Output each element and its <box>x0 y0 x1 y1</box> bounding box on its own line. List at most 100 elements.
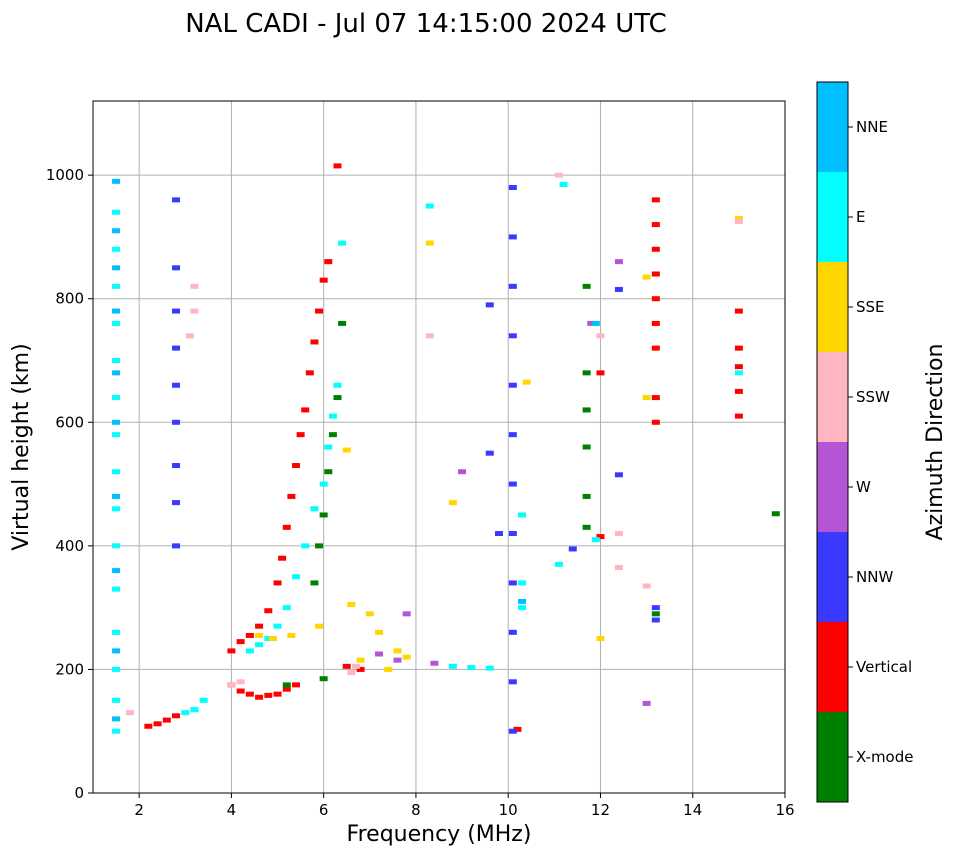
data-point <box>190 283 199 289</box>
data-point <box>305 370 314 376</box>
data-point <box>614 564 623 570</box>
data-point <box>642 700 651 706</box>
data-point <box>301 543 310 549</box>
data-point <box>485 302 494 308</box>
data-point <box>245 648 254 654</box>
data-point <box>508 283 517 289</box>
data-point <box>651 246 660 252</box>
data-point <box>338 320 347 326</box>
data-point <box>614 259 623 265</box>
y-tick-label: 400 <box>55 537 84 555</box>
data-point <box>264 692 273 698</box>
data-point <box>347 602 356 608</box>
data-point <box>734 388 743 394</box>
data-point <box>236 688 245 694</box>
data-point <box>324 259 333 265</box>
data-point <box>338 240 347 246</box>
data-point <box>112 648 121 654</box>
data-point <box>172 713 181 719</box>
colorbar-segment <box>817 82 848 172</box>
data-point <box>342 663 351 669</box>
data-point <box>112 493 121 499</box>
y-tick-label: 600 <box>55 413 84 431</box>
data-point <box>485 665 494 671</box>
data-point <box>291 682 300 688</box>
x-tick-label: 4 <box>227 801 237 819</box>
data-point <box>125 710 134 716</box>
data-point <box>734 345 743 351</box>
data-point <box>508 580 517 586</box>
data-point <box>227 648 236 654</box>
data-point <box>273 623 282 629</box>
y-tick-label: 800 <box>55 290 84 308</box>
data-point <box>494 531 503 536</box>
colorbar-label: W <box>856 478 871 496</box>
colorbar-label: E <box>856 208 865 226</box>
data-point <box>315 308 324 314</box>
data-point <box>324 469 333 475</box>
colorbar-segment <box>817 712 848 802</box>
data-point <box>508 629 517 635</box>
data-point <box>430 660 439 666</box>
colorbar-title: Azimuth Direction <box>923 343 948 540</box>
data-point <box>596 370 605 376</box>
data-point <box>554 172 563 178</box>
data-point <box>291 463 300 469</box>
data-point <box>582 283 591 289</box>
colorbar-segment <box>817 262 848 352</box>
data-point <box>591 320 600 326</box>
data-point <box>342 447 351 453</box>
data-point <box>508 481 517 487</box>
data-point <box>282 605 291 611</box>
data-point <box>734 413 743 419</box>
data-point <box>255 632 264 638</box>
data-point <box>333 395 342 401</box>
colorbar-frame <box>816 81 849 803</box>
data-point <box>112 283 121 289</box>
data-point <box>734 364 743 370</box>
data-point <box>245 691 254 697</box>
data-point <box>522 379 531 385</box>
data-point <box>112 543 121 549</box>
data-point <box>651 419 660 425</box>
data-point <box>508 432 517 438</box>
data-points <box>112 163 780 734</box>
data-point <box>651 320 660 326</box>
data-point <box>310 580 319 586</box>
colorbar-label: X-mode <box>856 748 913 766</box>
data-point <box>508 679 517 685</box>
data-point <box>651 296 660 302</box>
data-point <box>190 707 199 713</box>
data-point <box>112 506 121 512</box>
data-point <box>172 197 181 203</box>
data-point <box>448 663 457 669</box>
data-point <box>310 339 319 345</box>
colorbar-label: Vertical <box>856 658 912 676</box>
colorbar-segment <box>817 442 848 532</box>
data-point <box>425 333 434 339</box>
series-vertical <box>144 163 743 732</box>
data-point <box>651 395 660 401</box>
data-point <box>172 500 181 506</box>
data-point <box>351 663 360 669</box>
data-point <box>144 723 153 729</box>
data-point <box>582 370 591 376</box>
data-point <box>185 333 194 339</box>
data-point <box>301 407 310 413</box>
data-point <box>264 636 273 642</box>
data-point <box>255 642 264 648</box>
data-point <box>172 543 181 549</box>
data-point <box>282 524 291 530</box>
colorbar-segment <box>817 622 848 712</box>
data-point <box>614 472 623 478</box>
data-point <box>227 682 236 688</box>
series-sse <box>255 215 743 672</box>
data-point <box>425 240 434 246</box>
data-point <box>375 651 384 657</box>
data-point <box>582 407 591 413</box>
colorbar-label: NNE <box>856 118 888 136</box>
x-tick-label: 6 <box>319 801 329 819</box>
data-point <box>112 716 121 722</box>
data-point <box>651 617 660 623</box>
data-point <box>112 308 121 314</box>
